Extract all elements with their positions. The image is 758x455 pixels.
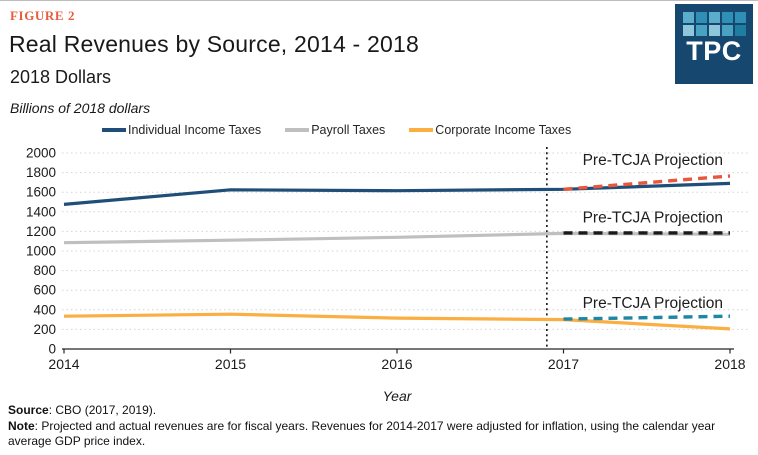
y-axis-tick-label: 0	[48, 342, 56, 357]
logo-grid-square	[695, 25, 707, 36]
tpc-logo-text: TPC	[686, 36, 742, 66]
x-axis-tick-label: 2014	[48, 356, 79, 372]
y-axis-tick-label: 400	[33, 302, 56, 317]
legend-label: Corporate Income Taxes	[435, 123, 572, 137]
legend-line-swatch-icon	[409, 128, 434, 132]
logo-grid-square	[708, 25, 720, 36]
y-axis-tick-label: 1400	[26, 204, 56, 219]
legend-item-payroll-taxes: Payroll Taxes	[285, 123, 385, 137]
legend-line-swatch-icon	[102, 128, 126, 132]
annotation-corporate-income-taxes-pre-tcja-projection: Pre-TCJA Projection	[583, 295, 723, 312]
logo-grid-square	[695, 12, 707, 23]
chart-legend: Individual Income Taxes Payroll Taxes Co…	[102, 123, 571, 137]
x-axis-tick-label: 2017	[548, 356, 579, 372]
x-axis-tick-label: 2018	[714, 356, 745, 372]
note-label: Note	[8, 418, 35, 433]
x-axis-title: Year	[383, 388, 413, 404]
logo-grid-square	[682, 25, 694, 36]
tpc-logo: TPC	[675, 4, 753, 84]
series-line-individual-income-taxes	[63, 181, 731, 206]
logo-grid-square	[682, 12, 694, 23]
y-axis-tick-label: 1000	[26, 244, 56, 259]
annotation-individual-income-taxes-pre-tcja-projection: Pre-TCJA Projection	[583, 152, 723, 169]
tpc-logo-grid-icon	[682, 12, 746, 36]
series-line-payroll-taxes	[63, 231, 731, 245]
series-line-corporate-income-taxes	[63, 312, 731, 331]
legend-item-corporate-income-taxes: Corporate Income Taxes	[409, 123, 571, 137]
note-line: Note: Projected and actual revenues are …	[8, 419, 734, 450]
legend-item-individual-income-taxes: Individual Income Taxes	[102, 123, 261, 137]
footer-notes: Source: CBO (2017, 2019). Note: Projecte…	[8, 403, 750, 450]
logo-grid-square	[708, 12, 720, 23]
series-line-individual-income-taxes-pre-tcja-projection	[563, 174, 731, 191]
logo-grid-square	[734, 12, 746, 23]
units-note: Billions of 2018 dollars	[10, 100, 151, 116]
y-axis-tick-label: 1200	[26, 224, 56, 239]
note-text: : Projected and actual revenues are for …	[8, 418, 716, 449]
y-axis-tick-label: 1800	[26, 165, 56, 180]
logo-grid-square	[721, 12, 733, 23]
y-axis-tick-label: 1600	[26, 185, 56, 200]
x-axis-tick-label: 2016	[381, 356, 412, 372]
logo-grid-square	[734, 25, 746, 36]
logo-grid-square	[721, 25, 733, 36]
y-axis-tick-label: 800	[33, 263, 56, 278]
chart-title: Real Revenues by Source, 2014 - 2018	[9, 31, 419, 57]
source-line: Source: CBO (2017, 2019).	[8, 403, 734, 419]
chart-subtitle: 2018 Dollars	[10, 67, 112, 87]
legend-line-swatch-icon	[285, 128, 310, 132]
y-axis-tick-label: 200	[33, 322, 56, 337]
series-line-corporate-income-taxes-pre-tcja-projection	[563, 314, 731, 321]
y-axis-tick-label: 2000	[26, 146, 56, 161]
y-axis-tick-label: 600	[33, 283, 56, 298]
x-axis-tick-label: 2015	[215, 356, 246, 372]
figure-number-label: FIGURE 2	[10, 8, 76, 23]
source-text: : CBO (2017, 2019).	[48, 403, 157, 417]
annotation-payroll-taxes-pre-tcja-projection: Pre-TCJA Projection	[583, 210, 723, 227]
legend-label: Payroll Taxes	[311, 123, 386, 137]
line-chart: 0 200 400 600 800 1000 1200 1400 1600 1800 2000 201…	[26, 146, 748, 404]
source-label: Source	[8, 403, 49, 417]
legend-label: Individual Income Taxes	[128, 123, 262, 137]
